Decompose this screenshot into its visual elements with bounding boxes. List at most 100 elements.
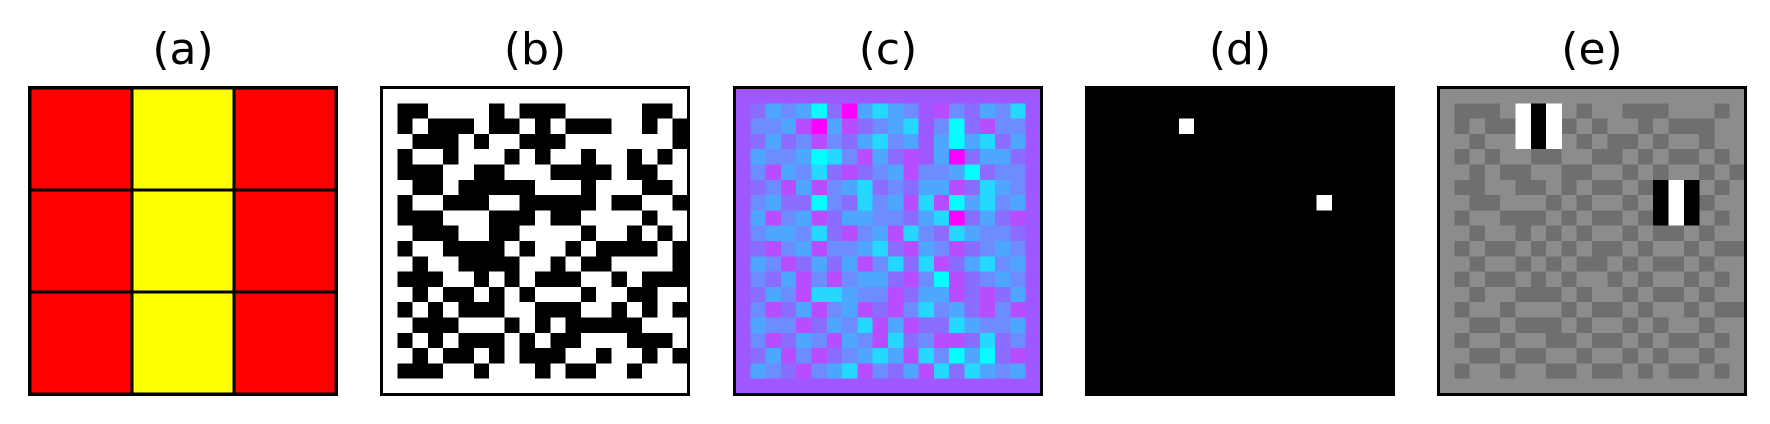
grid-cell <box>611 271 628 288</box>
grid-cell <box>1439 118 1455 135</box>
stripe-block-bar <box>1683 179 1700 226</box>
grid-cell <box>1530 210 1547 227</box>
grid-cell <box>1622 164 1639 181</box>
grid-cell <box>888 332 904 349</box>
grid-cell <box>672 164 689 181</box>
grid-cell <box>1439 378 1455 395</box>
grid-cell <box>857 271 874 288</box>
grid-cell <box>443 225 459 242</box>
grid-cell <box>1637 225 1654 242</box>
grid-cell <box>750 286 766 303</box>
grid-cell <box>1729 195 1746 211</box>
grid-cell <box>933 317 950 334</box>
grid-cell <box>1607 317 1623 334</box>
grid-cell <box>1515 332 1532 349</box>
grid-cell <box>995 332 1011 349</box>
grid-cell <box>933 118 950 135</box>
grid-cell <box>1576 88 1593 104</box>
grid-cell <box>565 149 582 165</box>
grid-cell <box>642 133 658 150</box>
grid-cell <box>903 88 919 104</box>
grid-cell <box>1607 103 1623 119</box>
grid-cell <box>1729 103 1746 119</box>
grid-cell <box>580 241 597 257</box>
grid-cell <box>611 332 628 349</box>
grid-cell <box>626 286 643 303</box>
grid-cell <box>1469 103 1486 119</box>
grid-cell <box>1668 348 1685 364</box>
grid-cell <box>1622 256 1639 272</box>
grid-cell <box>796 286 812 303</box>
grid-cell <box>626 317 643 334</box>
grid-cell <box>443 271 459 288</box>
grid-cell <box>1484 241 1501 257</box>
grid-cell <box>596 133 612 150</box>
grid-cell <box>504 149 521 165</box>
grid-cell <box>903 103 919 119</box>
grid-cell <box>735 241 751 257</box>
grid-cell <box>1484 332 1501 349</box>
grid-cell <box>918 149 935 165</box>
grid-cell <box>750 118 766 135</box>
grid-cell <box>979 195 996 211</box>
grid-cell <box>1653 286 1669 303</box>
grid-cell <box>979 149 996 165</box>
grid-cell <box>382 195 398 211</box>
grid-cell <box>642 348 658 364</box>
grid-cell <box>826 103 843 119</box>
grid-cell <box>811 286 828 303</box>
grid-cell <box>888 118 904 135</box>
grid-cell <box>626 241 643 257</box>
grid-cell <box>1622 348 1639 364</box>
grid-cell <box>382 256 398 272</box>
grid-cell <box>1484 256 1501 272</box>
grid-cell <box>811 149 828 165</box>
grid-cell <box>857 164 874 181</box>
grid-cell <box>458 286 475 303</box>
grid-cell <box>1653 225 1669 242</box>
grid-cell <box>1500 378 1516 395</box>
grid-cell <box>657 271 674 288</box>
grid-cell <box>949 149 965 165</box>
grid-cell <box>1592 149 1608 165</box>
grid-cell <box>473 241 490 257</box>
grid-cell <box>750 225 766 242</box>
grid-cell <box>995 103 1011 119</box>
grid-cell <box>765 164 782 181</box>
grid-cell <box>382 271 398 288</box>
stripe-block-bar <box>1653 179 1669 226</box>
grid-cell <box>964 164 981 181</box>
grid-cell <box>1699 133 1715 150</box>
grid-cell <box>382 332 398 349</box>
grid-cell <box>796 164 812 181</box>
grid-cell <box>1025 133 1042 150</box>
grid-cell <box>1714 225 1731 242</box>
grid-cell <box>550 348 566 364</box>
grid-cell <box>642 286 658 303</box>
grid-cell <box>1714 363 1731 380</box>
grid-cell <box>489 103 505 119</box>
grid-cell <box>1025 286 1042 303</box>
grid-cell <box>1714 210 1731 227</box>
grid-cell <box>1729 88 1746 104</box>
grid-cell <box>1683 149 1700 165</box>
grid-cell <box>933 302 950 318</box>
grid-cell <box>1683 256 1700 272</box>
grid-cell <box>580 210 597 227</box>
grid-cell <box>857 256 874 272</box>
grid-cell <box>1668 271 1685 288</box>
grid-cell <box>857 286 874 303</box>
grid-cell <box>412 332 429 349</box>
grid-cell <box>765 271 782 288</box>
grid-cell <box>1576 195 1593 211</box>
grid-cell <box>458 195 475 211</box>
grid-cell <box>1439 256 1455 272</box>
grid-cell <box>397 363 413 380</box>
grid-cell <box>565 286 582 303</box>
grid-cell <box>1546 164 1562 181</box>
grid-cell <box>903 286 919 303</box>
grid-cell <box>1576 332 1593 349</box>
panel-d-canvas <box>1085 86 1395 396</box>
grid-cell <box>964 103 981 119</box>
grid-cell <box>1592 271 1608 288</box>
